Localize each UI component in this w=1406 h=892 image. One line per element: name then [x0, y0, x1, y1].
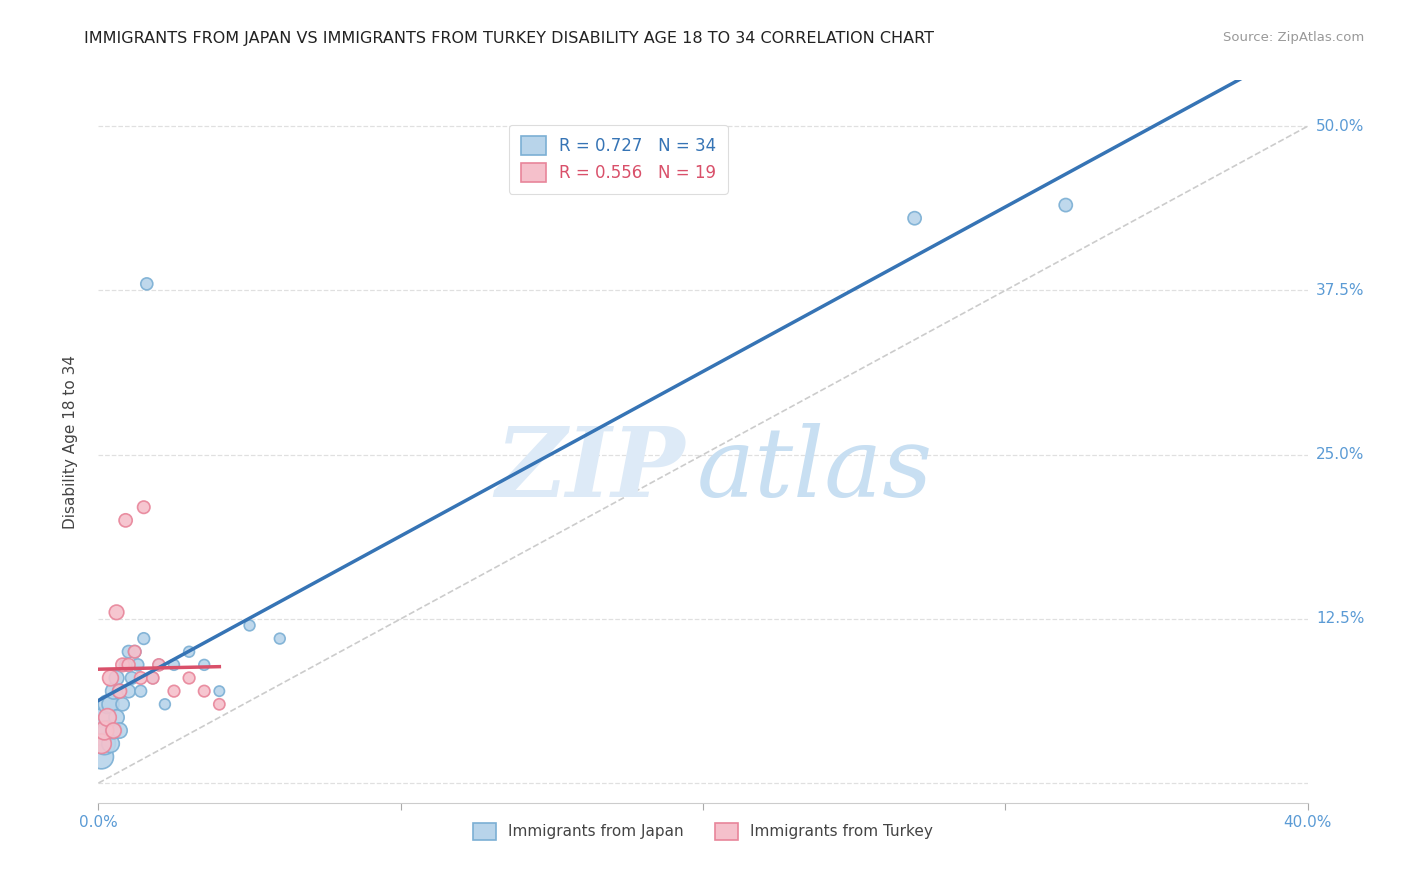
Point [100, 671, 122, 685]
Point [96, 698, 118, 712]
Text: atlas: atlas [697, 424, 934, 517]
Text: IMMIGRANTS FROM JAPAN VS IMMIGRANTS FROM TURKEY DISABILITY AGE 18 TO 34 CORRELAT: IMMIGRANTS FROM JAPAN VS IMMIGRANTS FROM… [84, 31, 935, 46]
Point [103, 723, 125, 738]
Point [90, 737, 112, 751]
Point [148, 657, 170, 672]
Point [93, 723, 115, 738]
Point [132, 500, 155, 515]
Point [93, 737, 115, 751]
Point [208, 684, 231, 698]
Point [148, 657, 170, 672]
Point [118, 684, 141, 698]
Point [103, 684, 125, 698]
Point [269, 632, 291, 646]
Point [90, 749, 112, 764]
Point [179, 671, 201, 685]
Point [208, 698, 231, 712]
Point [142, 671, 165, 685]
Point [96, 710, 118, 724]
Point [193, 684, 215, 698]
Point [114, 513, 136, 527]
Text: 12.5%: 12.5% [1316, 611, 1364, 626]
Point [179, 645, 201, 659]
Point [904, 211, 927, 226]
Point [100, 698, 122, 712]
Point [96, 723, 118, 738]
Point [124, 645, 146, 659]
Point [129, 671, 152, 685]
Point [129, 684, 152, 698]
Point [114, 657, 136, 672]
Point [100, 737, 122, 751]
Point [121, 671, 143, 685]
Point [193, 657, 215, 672]
Point [132, 632, 155, 646]
Text: 37.5%: 37.5% [1316, 283, 1364, 298]
Point [105, 710, 128, 724]
Point [153, 698, 176, 712]
Point [127, 657, 149, 672]
Legend: Immigrants from Japan, Immigrants from Turkey: Immigrants from Japan, Immigrants from T… [467, 817, 939, 846]
Y-axis label: Disability Age 18 to 34: Disability Age 18 to 34 [63, 354, 77, 529]
Point [239, 618, 262, 632]
Point [142, 671, 165, 685]
Point [118, 657, 141, 672]
Point [108, 684, 131, 698]
Point [163, 684, 186, 698]
Point [124, 645, 146, 659]
Point [103, 723, 125, 738]
Text: ZIP: ZIP [495, 424, 685, 517]
Point [135, 277, 157, 291]
Point [105, 671, 128, 685]
Point [105, 605, 128, 619]
Point [93, 710, 115, 724]
Point [108, 684, 131, 698]
Text: 50.0%: 50.0% [1316, 119, 1364, 134]
Point [1054, 198, 1077, 212]
Point [111, 698, 134, 712]
Text: Source: ZipAtlas.com: Source: ZipAtlas.com [1223, 31, 1364, 45]
Point [111, 657, 134, 672]
Point [118, 645, 141, 659]
Text: 25.0%: 25.0% [1316, 447, 1364, 462]
Point [163, 657, 186, 672]
Point [108, 723, 131, 738]
